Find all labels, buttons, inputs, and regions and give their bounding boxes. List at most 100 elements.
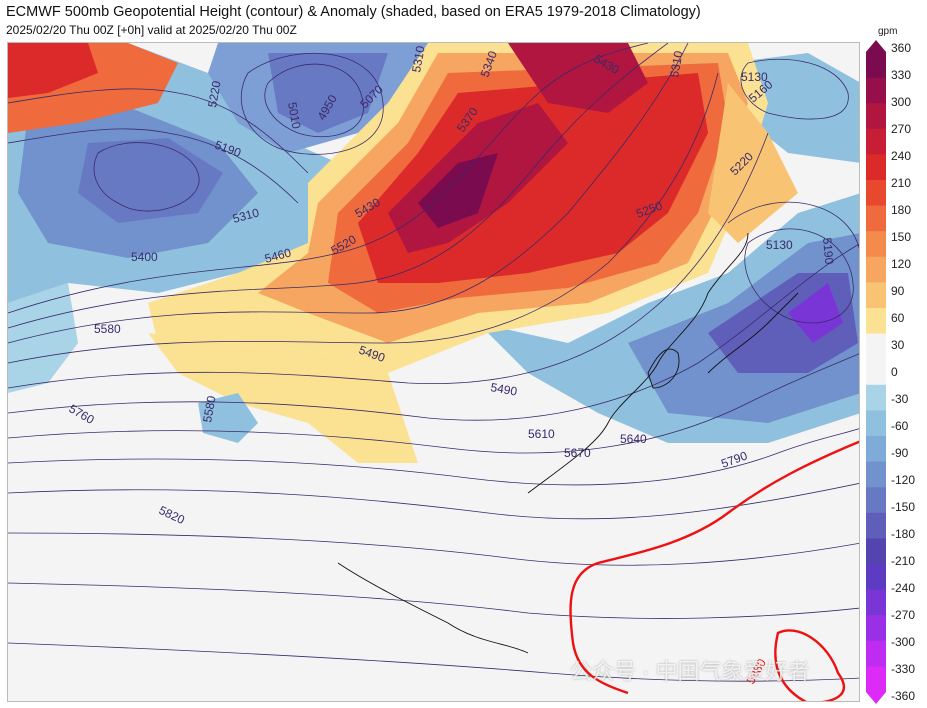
contour-line bbox=[8, 128, 299, 204]
coastline-korea bbox=[647, 348, 680, 389]
colorbar-ticks: 360 330 300 270 240 210 180 150 120 90 60 30 0 -30 -60… bbox=[891, 40, 925, 704]
contour-label: 5310 bbox=[409, 44, 427, 73]
colorbar-segment bbox=[866, 487, 886, 514]
colorbar-segment bbox=[866, 333, 886, 360]
line-5880-main bbox=[569, 440, 859, 695]
colorbar-tick-label: 120 bbox=[891, 257, 912, 271]
contour-label: 5310 bbox=[667, 49, 685, 78]
neg-anomaly-ne-corner bbox=[728, 53, 859, 163]
colorbar-segment bbox=[866, 640, 886, 667]
ridge-5880-line bbox=[569, 440, 859, 701]
colorbar-unit: gpm bbox=[878, 26, 898, 37]
colorbar bbox=[866, 40, 886, 704]
neg-anomaly-west-inner bbox=[78, 138, 223, 223]
contour-label: 5130 bbox=[741, 70, 768, 84]
neg-anomaly-east-peak bbox=[788, 283, 843, 343]
colorbar-bottom-arrow bbox=[866, 692, 886, 704]
colorbar-segment bbox=[866, 256, 886, 283]
colorbar-top-arrow bbox=[866, 40, 886, 52]
neg-anomaly-bottom-left bbox=[8, 283, 78, 393]
contour-label: 5580 bbox=[200, 394, 218, 423]
coastlines bbox=[337, 232, 799, 654]
contour-label: 5820 bbox=[157, 503, 187, 527]
contour-label: 5190 bbox=[820, 237, 836, 265]
colorbar-segment bbox=[866, 461, 886, 488]
colorbar-tick-label: 180 bbox=[891, 203, 912, 217]
contour-label: 5010 bbox=[285, 101, 303, 130]
colorbar-tick-label: -90 bbox=[891, 446, 909, 460]
contour-label: 5580 bbox=[94, 322, 121, 336]
colorbar-tick-label: -300 bbox=[891, 635, 916, 649]
colorbar-segment bbox=[866, 282, 886, 309]
line-5880-island bbox=[774, 629, 845, 701]
colorbar-tick-label: 270 bbox=[891, 122, 912, 136]
contour-label: 5610 bbox=[528, 427, 555, 441]
colorbar-segment bbox=[866, 180, 886, 207]
contour-label: 5400 bbox=[131, 250, 158, 264]
colorbar-segment bbox=[866, 154, 886, 181]
height-contours bbox=[8, 43, 859, 682]
contour-line bbox=[727, 201, 859, 250]
colorbar-segment bbox=[866, 615, 886, 642]
colorbar-segment bbox=[866, 564, 886, 591]
colorbar-segment bbox=[866, 512, 886, 539]
contour-line bbox=[93, 142, 200, 212]
neg-anomaly-small-south bbox=[198, 393, 258, 443]
contour-line bbox=[8, 43, 689, 344]
colorbar-tick-label: -330 bbox=[891, 662, 916, 676]
contour-line bbox=[8, 532, 859, 566]
contour-line bbox=[8, 353, 859, 454]
colorbar-tick-label: 60 bbox=[891, 311, 905, 325]
watermark: 公众号 · 中国气象爱好者 bbox=[570, 659, 810, 684]
colorbar-tick-label: 210 bbox=[891, 176, 912, 190]
colorbar-tick-label: 0 bbox=[891, 365, 898, 379]
coastline-east-asia bbox=[527, 232, 749, 494]
colorbar-segment bbox=[866, 205, 886, 232]
coastline-south bbox=[337, 562, 529, 654]
contour-line bbox=[8, 88, 309, 174]
colorbar-segment bbox=[866, 103, 886, 130]
neg-anomaly-north-core bbox=[268, 53, 388, 133]
pos-anomaly-south-lobe bbox=[148, 333, 418, 463]
contour-line bbox=[264, 63, 364, 138]
colorbar-tick-label: 240 bbox=[891, 149, 912, 163]
contour-line bbox=[8, 582, 859, 619]
contour-label: 5490 bbox=[489, 380, 518, 398]
contour-line bbox=[744, 228, 854, 324]
colorbar-tick-label: 360 bbox=[891, 41, 912, 55]
contour-line bbox=[740, 58, 849, 120]
colorbar-tick-label: -150 bbox=[891, 500, 916, 514]
colorbar-tick-label: 150 bbox=[891, 230, 912, 244]
colorbar-segment bbox=[866, 52, 886, 79]
contour-line bbox=[240, 52, 384, 155]
contour-label: 5790 bbox=[719, 448, 749, 470]
map-subtitle: 2025/02/20 Thu 00Z [+0h] valid at 2025/0… bbox=[6, 23, 297, 37]
contour-line bbox=[8, 43, 649, 314]
colorbar-tick-label: -210 bbox=[891, 554, 916, 568]
colorbar-segment bbox=[866, 128, 886, 155]
contour-line bbox=[8, 642, 859, 682]
colorbar-tick-label: -120 bbox=[891, 473, 916, 487]
contour-label: 5640 bbox=[620, 432, 647, 446]
colorbar-segment bbox=[866, 589, 886, 616]
contour-label: 5130 bbox=[766, 238, 793, 252]
colorbar-segment bbox=[866, 410, 886, 437]
colorbar-segment bbox=[866, 77, 886, 104]
contour-line bbox=[8, 483, 859, 520]
colorbar-tick-label: 330 bbox=[891, 68, 912, 82]
anomaly-map: 4950 5010 5070 5130 5130 5160 5190 5220 … bbox=[7, 42, 860, 702]
pos-anomaly-nw-core bbox=[8, 43, 98, 98]
colorbar-segment bbox=[866, 666, 886, 693]
colorbar-tick-label: -30 bbox=[891, 392, 909, 406]
contour-line bbox=[8, 132, 769, 389]
colorbar-segment bbox=[866, 436, 886, 463]
colorbar-tick-label: 30 bbox=[891, 338, 905, 352]
colorbar-tick-label: -240 bbox=[891, 581, 916, 595]
colorbar-segment bbox=[866, 384, 886, 411]
colorbar-tick-label: 90 bbox=[891, 284, 905, 298]
map-title: ECMWF 500mb Geopotential Height (contour… bbox=[6, 4, 701, 20]
anomaly-shading bbox=[8, 43, 859, 463]
colorbar-tick-label: -360 bbox=[891, 689, 916, 703]
colorbar-segment bbox=[866, 231, 886, 258]
pos-anomaly-ridge-330 bbox=[418, 153, 498, 228]
